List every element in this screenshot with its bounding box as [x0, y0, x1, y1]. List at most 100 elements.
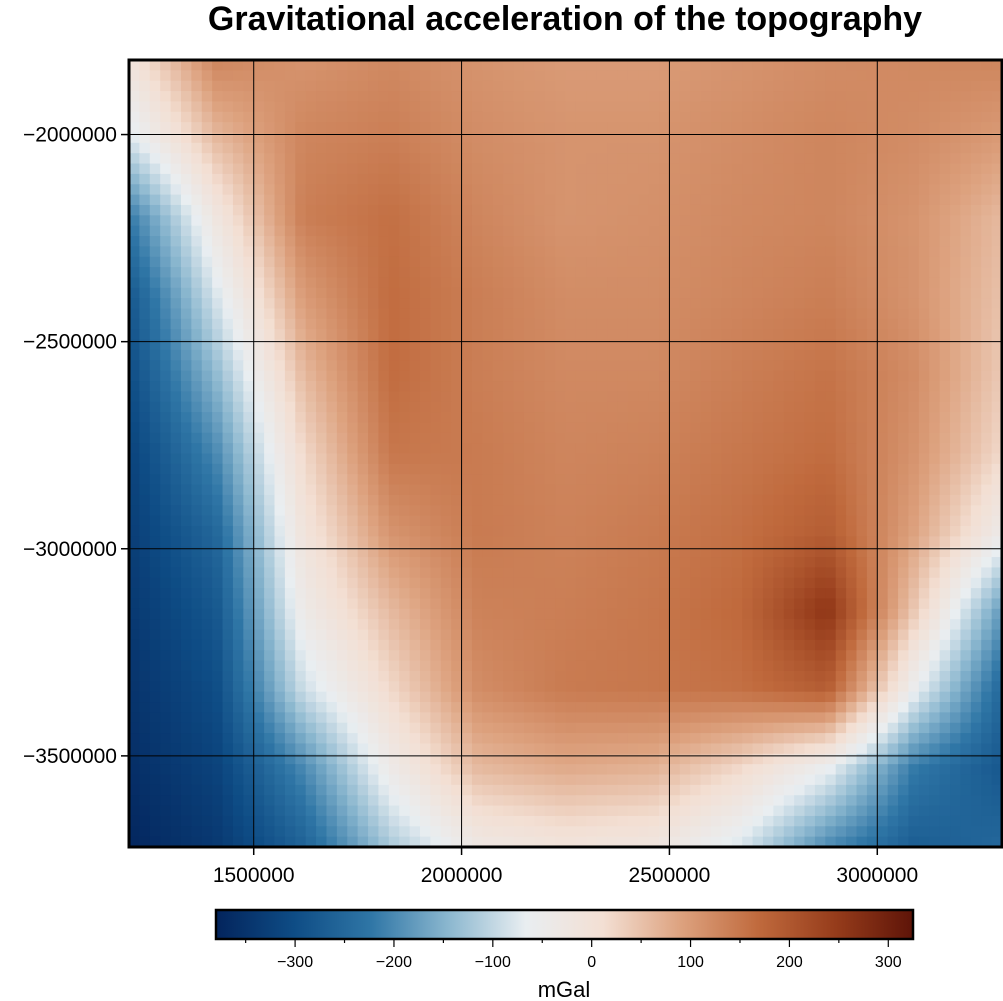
- heatmap-cell: [898, 629, 910, 641]
- heatmap-cell: [316, 360, 328, 372]
- heatmap-cell: [762, 153, 774, 165]
- heatmap-cell: [555, 557, 567, 569]
- heatmap-cell: [794, 422, 806, 434]
- heatmap-cell: [856, 173, 868, 185]
- heatmap-cell: [149, 339, 161, 351]
- heatmap-cell: [638, 246, 650, 258]
- heatmap-cell: [388, 629, 400, 641]
- heatmap-cell: [607, 70, 619, 82]
- heatmap-cell: [981, 443, 993, 455]
- heatmap-cell: [534, 163, 546, 175]
- heatmap-cell: [783, 463, 795, 475]
- chart-title: Gravitational acceleration of the topogr…: [208, 0, 922, 38]
- heatmap-cell: [357, 132, 369, 144]
- heatmap-cell: [835, 401, 847, 413]
- heatmap-cell: [731, 463, 743, 475]
- heatmap-cell: [970, 225, 982, 237]
- heatmap-cell: [700, 536, 712, 548]
- heatmap-cell: [191, 184, 203, 196]
- heatmap-cell: [814, 422, 826, 434]
- heatmap-cell: [129, 225, 140, 237]
- heatmap-cell: [503, 329, 515, 341]
- heatmap-cell: [451, 494, 463, 506]
- heatmap-cell: [316, 184, 328, 196]
- heatmap-cell: [430, 639, 442, 651]
- heatmap-cell: [513, 660, 525, 672]
- heatmap-cell: [752, 546, 764, 558]
- heatmap-cell: [679, 277, 691, 289]
- heatmap-cell: [420, 308, 431, 320]
- heatmap-cell: [523, 111, 535, 123]
- heatmap-cell: [617, 236, 629, 247]
- heatmap-cell: [866, 639, 878, 651]
- heatmap-cell: [742, 215, 754, 227]
- heatmap-cell: [232, 515, 244, 527]
- heatmap-cell: [534, 588, 546, 600]
- heatmap-cell: [607, 298, 619, 310]
- heatmap-cell: [471, 70, 483, 82]
- heatmap-cell: [149, 184, 161, 196]
- heatmap-cell: [846, 246, 858, 258]
- heatmap-cell: [357, 277, 369, 289]
- heatmap-cell: [762, 494, 774, 506]
- heatmap-cell: [170, 422, 182, 434]
- heatmap-cell: [856, 650, 868, 662]
- heatmap-cell: [232, 588, 244, 600]
- heatmap-cell: [960, 215, 972, 227]
- heatmap-cell: [139, 608, 151, 620]
- heatmap-cell: [305, 360, 317, 372]
- heatmap-cell: [918, 515, 930, 527]
- heatmap-cell: [918, 629, 930, 641]
- heatmap-cell: [825, 236, 837, 247]
- heatmap-cell: [326, 246, 338, 258]
- heatmap-cell: [440, 474, 452, 486]
- heatmap-cell: [503, 557, 515, 569]
- heatmap-cell: [149, 474, 161, 486]
- heatmap-cell: [461, 298, 473, 310]
- heatmap-cell: [721, 619, 733, 631]
- heatmap-cell: [492, 225, 504, 237]
- heatmap-cell: [669, 370, 681, 382]
- heatmap-cell: [856, 443, 868, 455]
- heatmap-cell: [212, 546, 224, 558]
- heatmap-cell: [368, 401, 380, 413]
- heatmap-cell: [773, 660, 785, 672]
- heatmap-cell: [669, 215, 681, 227]
- heatmap-cell: [201, 142, 213, 154]
- heatmap-cell: [690, 329, 702, 341]
- heatmap-cell: [648, 153, 660, 165]
- heatmap-cell: [482, 401, 494, 413]
- heatmap-cell: [274, 422, 286, 434]
- heatmap-cell: [201, 629, 213, 641]
- heatmap-cell: [430, 536, 442, 548]
- heatmap-cell: [357, 660, 369, 672]
- heatmap-cell: [503, 173, 515, 185]
- heatmap-cell: [440, 391, 452, 403]
- heatmap-cell: [368, 287, 380, 299]
- heatmap-cell: [731, 80, 743, 92]
- heatmap-cell: [898, 515, 910, 527]
- heatmap-cell: [378, 267, 390, 279]
- heatmap-cell: [856, 525, 868, 537]
- heatmap-cell: [856, 122, 868, 134]
- heatmap-cell: [232, 101, 244, 113]
- heatmap-cell: [991, 153, 1003, 165]
- heatmap-cell: [648, 329, 660, 341]
- heatmap-cell: [129, 381, 140, 392]
- heatmap-cell: [752, 474, 764, 486]
- heatmap-cell: [201, 339, 213, 351]
- heatmap-cell: [939, 153, 951, 165]
- heatmap-cell: [212, 298, 224, 310]
- heatmap-cell: [846, 525, 858, 537]
- heatmap-cell: [700, 287, 712, 299]
- heatmap-cell: [627, 298, 639, 310]
- heatmap-cell: [503, 525, 515, 537]
- heatmap-cell: [929, 184, 941, 196]
- heatmap-cell: [783, 277, 795, 289]
- heatmap-cell: [700, 608, 712, 620]
- heatmap-cell: [555, 463, 567, 475]
- heatmap-cell: [877, 598, 889, 610]
- heatmap-cell: [430, 515, 442, 527]
- heatmap-cell: [929, 505, 941, 517]
- heatmap-cell: [731, 370, 743, 382]
